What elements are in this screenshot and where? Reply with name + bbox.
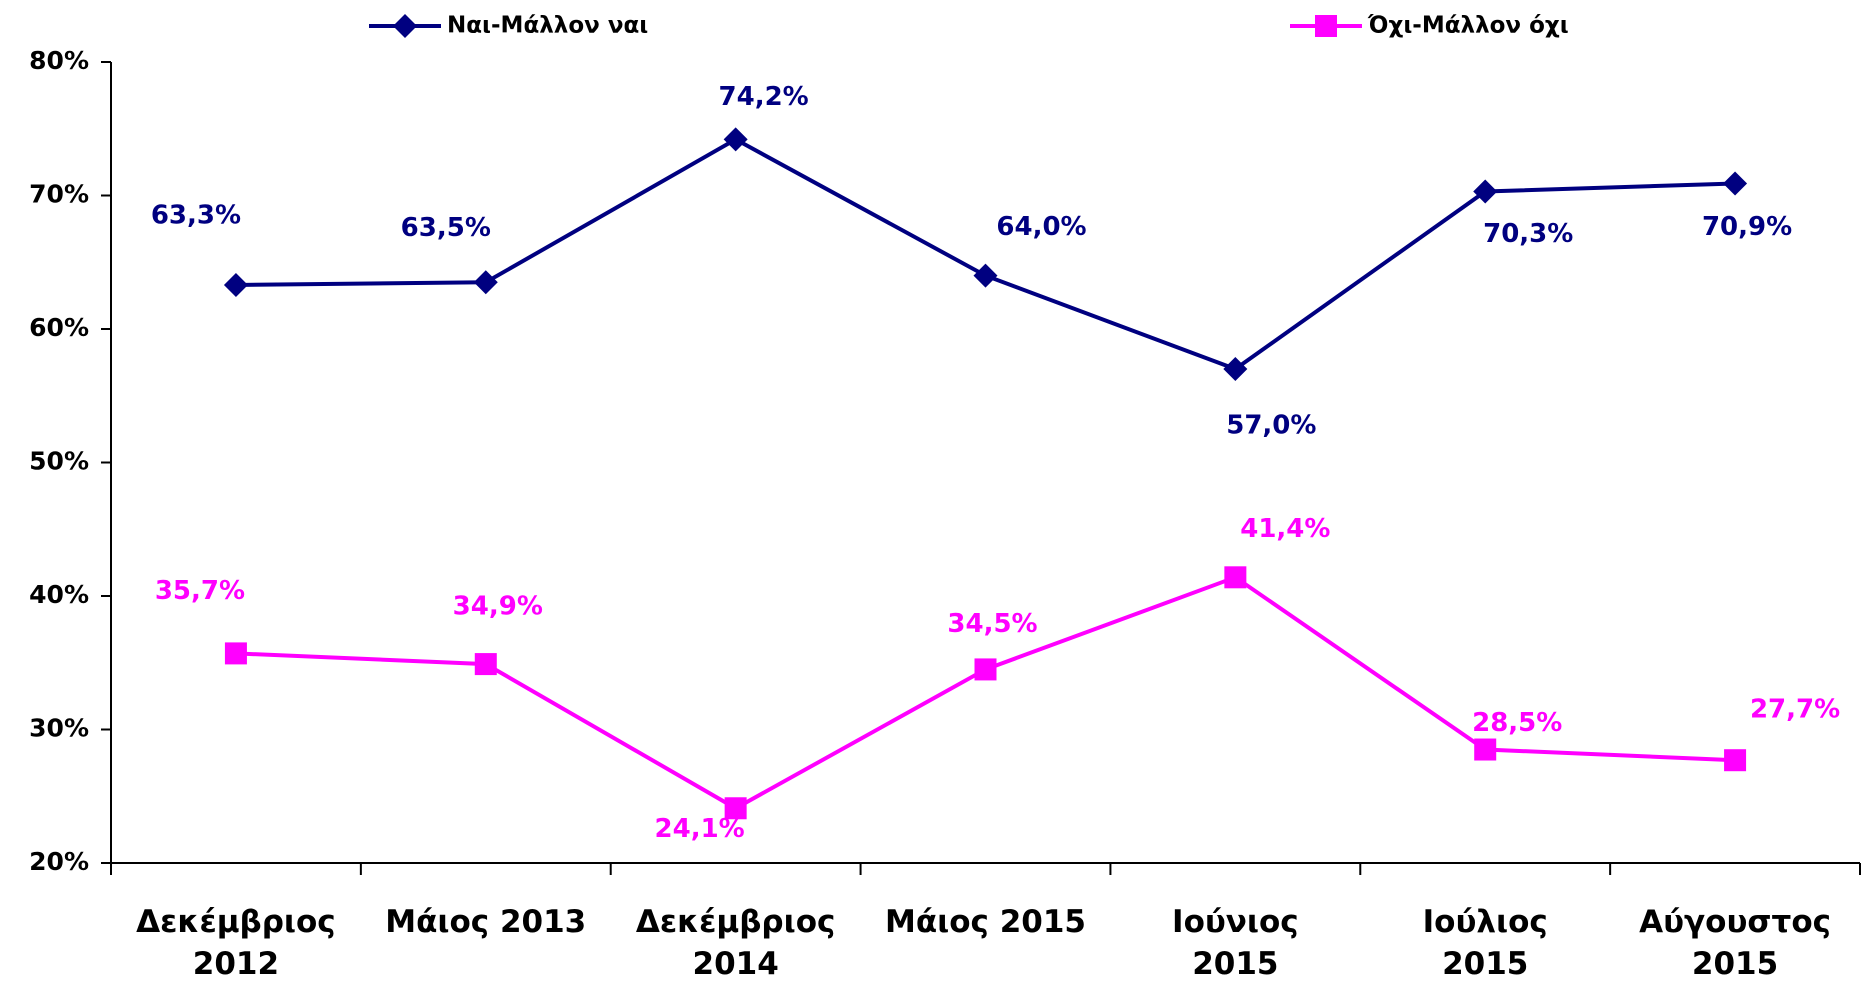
marker bbox=[724, 797, 747, 820]
series-line bbox=[235, 137, 1736, 372]
marker bbox=[473, 270, 498, 295]
data-label: 70,9% bbox=[1702, 212, 1792, 242]
legend-label: Όχι-Μάλλον όχι bbox=[1367, 13, 1569, 39]
data-label: 35,7% bbox=[155, 576, 245, 606]
x-tick-label: Αύγουστος 2015 bbox=[1639, 904, 1831, 982]
marker bbox=[1724, 749, 1747, 772]
legend-marker bbox=[393, 14, 417, 38]
y-tick-label: 40% bbox=[29, 580, 89, 609]
y-tick-label: 80% bbox=[29, 46, 89, 75]
marker bbox=[1224, 566, 1247, 589]
x-tick-label: Μάιος 2015 bbox=[885, 904, 1086, 940]
data-label: 57,0% bbox=[1226, 411, 1316, 441]
x-tick-label: Μάιος 2013 bbox=[385, 904, 586, 940]
marker bbox=[974, 658, 997, 681]
data-label: 34,9% bbox=[453, 592, 543, 622]
data-label: 63,5% bbox=[401, 213, 491, 243]
marker bbox=[1473, 179, 1498, 204]
data-label: 41,4% bbox=[1240, 514, 1330, 544]
y-tick-label: 20% bbox=[29, 847, 89, 876]
data-label: 27,7% bbox=[1750, 695, 1840, 725]
marker bbox=[973, 263, 998, 288]
marker bbox=[1723, 171, 1748, 196]
marker bbox=[223, 272, 248, 297]
marker bbox=[474, 653, 497, 676]
legend-marker bbox=[1315, 15, 1337, 37]
y-tick-label: 30% bbox=[29, 714, 89, 743]
marker bbox=[1223, 357, 1248, 382]
y-tick-label: 70% bbox=[29, 180, 89, 209]
y-tick-label: 60% bbox=[29, 313, 89, 342]
marker bbox=[1474, 738, 1497, 761]
data-label: 28,5% bbox=[1472, 708, 1562, 738]
x-tick-label: Δεκέμβριος 2012 bbox=[136, 904, 335, 982]
data-label: 34,5% bbox=[947, 609, 1037, 639]
data-label: 74,2% bbox=[719, 82, 809, 112]
x-tick-label: Ιούνιος 2015 bbox=[1172, 904, 1299, 982]
marker bbox=[224, 642, 247, 665]
data-label: 70,3% bbox=[1483, 219, 1573, 249]
data-label: 63,3% bbox=[151, 200, 241, 230]
x-tick-label: Ιούλιος 2015 bbox=[1423, 904, 1548, 982]
y-tick-label: 50% bbox=[29, 447, 89, 476]
data-label: 24,1% bbox=[655, 814, 745, 844]
marker bbox=[723, 127, 748, 152]
legend-label: Ναι-Μάλλον ναι bbox=[447, 13, 648, 39]
data-label: 64,0% bbox=[996, 212, 1086, 242]
x-tick-label: Δεκέμβριος 2014 bbox=[636, 904, 835, 982]
